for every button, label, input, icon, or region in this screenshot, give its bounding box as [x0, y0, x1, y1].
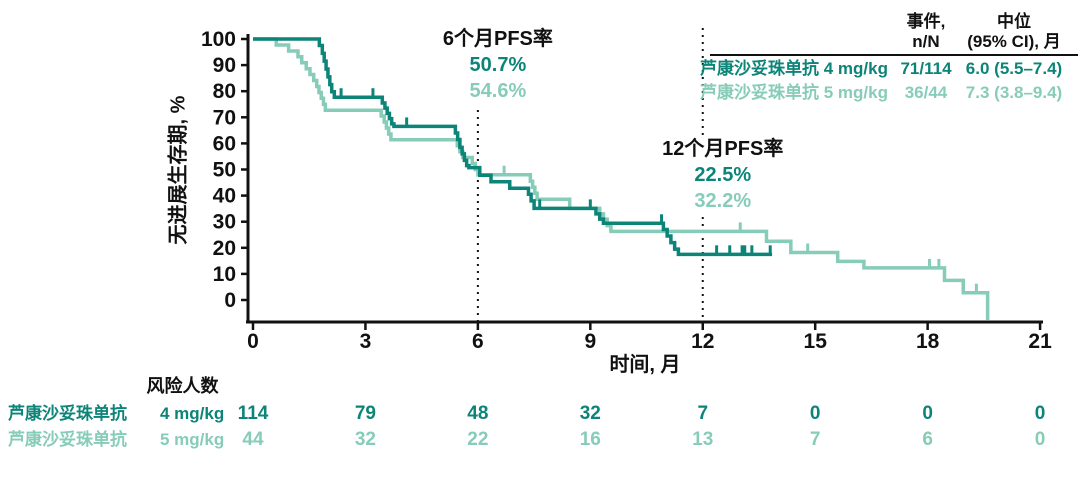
risk-count: 32 — [354, 429, 376, 450]
risk-count: 79 — [354, 403, 376, 424]
risk-table-title: 风险人数 — [146, 376, 219, 396]
legend-divider — [710, 54, 1078, 56]
y-tick-label: 30 — [213, 211, 236, 234]
y-tick-label: 80 — [213, 80, 236, 103]
x-tick-label: 15 — [804, 330, 828, 353]
legend-header-median-line1: 中位 — [997, 12, 1031, 31]
legend-series-name: 芦康沙妥珠单抗 4 mg/kg — [700, 59, 888, 78]
y-axis-title: 无进展生存期, % — [167, 95, 190, 245]
pfs-annotation-title: 6个月PFS率 — [442, 28, 553, 50]
legend-series-name: 芦康沙妥珠单抗 5 mg/kg — [700, 83, 888, 102]
risk-row-dose: 4 mg/kg — [160, 404, 225, 423]
y-tick-label: 70 — [213, 106, 236, 129]
legend-header-median: 中位 (95% CI), 月 — [944, 12, 1080, 52]
x-tick-label: 6 — [472, 330, 484, 353]
x-tick-label: 9 — [584, 330, 596, 353]
x-tick-label: 21 — [1028, 330, 1052, 353]
risk-count: 7 — [697, 403, 709, 424]
km-curve-dark — [253, 37, 773, 257]
risk-count: 0 — [922, 403, 933, 424]
risk-count: 7 — [809, 429, 821, 450]
y-tick-label: 60 — [213, 132, 236, 155]
legend-events-value: 36/44 — [904, 83, 948, 102]
risk-count: 0 — [1034, 429, 1046, 450]
legend-header-median-line2: (95% CI), 月 — [967, 32, 1061, 51]
pfs-rate-value-light: 54.6% — [469, 80, 527, 102]
risk-count: 44 — [242, 429, 264, 450]
y-tick-label: 90 — [213, 54, 236, 77]
y-tick-label: 20 — [213, 237, 236, 260]
risk-count: 22 — [467, 429, 489, 450]
y-tick-label: 100 — [201, 28, 236, 51]
risk-row-name: 芦康沙妥珠单抗 — [8, 404, 127, 423]
risk-row-dose: 5 mg/kg — [160, 430, 225, 449]
x-axis-title: 时间, 月 — [609, 354, 681, 376]
legend-events-value: 71/114 — [900, 59, 952, 78]
risk-count: 48 — [467, 403, 489, 424]
risk-count: 32 — [579, 403, 601, 424]
x-tick-label: 18 — [916, 330, 940, 353]
risk-count: 0 — [809, 403, 821, 424]
legend-header-events-line2: n/N — [912, 32, 940, 51]
legend-median-value: 7.3 (3.8–9.4) — [965, 83, 1063, 102]
x-tick-label: 0 — [247, 330, 259, 353]
risk-row-name: 芦康沙妥珠单抗 — [8, 430, 127, 449]
legend-header-events: 事件, n/N — [880, 12, 972, 52]
y-tick-label: 50 — [213, 159, 236, 182]
y-tick-label: 0 — [224, 289, 236, 312]
x-tick-label: 12 — [691, 330, 714, 353]
legend-median-value: 6.0 (5.5–7.4) — [965, 59, 1063, 78]
legend-header-events-line1: 事件, — [906, 12, 946, 31]
risk-count: 6 — [922, 429, 933, 450]
pfs-rate-value-light: 32.2% — [694, 190, 752, 212]
risk-count: 0 — [1034, 403, 1046, 424]
risk-count: 13 — [692, 429, 714, 450]
risk-count: 114 — [237, 403, 269, 424]
pfs-rate-value-dark: 50.7% — [469, 54, 527, 76]
x-tick-label: 3 — [360, 330, 372, 353]
pfs-rate-value-dark: 22.5% — [694, 164, 752, 186]
pfs-annotation-12mo: 12个月PFS率 22.5% 32.2% — [657, 136, 789, 214]
pfs-annotation-title: 12个月PFS率 — [662, 138, 784, 160]
risk-count: 16 — [579, 429, 601, 450]
y-tick-label: 40 — [213, 185, 236, 208]
pfs-annotation-6mo: 6个月PFS率 50.7% 54.6% — [437, 26, 558, 104]
y-tick-label: 10 — [213, 263, 236, 286]
